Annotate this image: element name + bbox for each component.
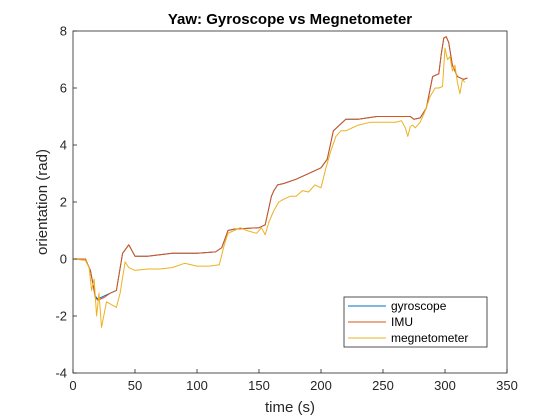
legend-label-gyroscope: gyroscope bbox=[391, 299, 447, 313]
x-axis-label: time (s) bbox=[265, 399, 315, 416]
y-tick-label: 0 bbox=[60, 252, 67, 267]
x-tick-label: 50 bbox=[128, 378, 142, 393]
legend-label-megnetometer: megnetometer bbox=[391, 331, 468, 345]
legend-label-imu: IMU bbox=[391, 315, 413, 329]
y-tick-label: -2 bbox=[55, 309, 67, 324]
x-tick-label: 200 bbox=[310, 378, 332, 393]
legend: gyroscope IMU megnetometer bbox=[343, 296, 488, 348]
x-tick-label: 100 bbox=[186, 378, 208, 393]
series-line-megnetometer bbox=[72, 47, 466, 328]
series-line-imu bbox=[73, 36, 468, 301]
y-tick-label: 8 bbox=[60, 24, 67, 39]
tick-layer: 0 50 100 150 200 250 300 350 -4 -2 0 2 4 6 8 bbox=[55, 24, 517, 394]
x-tick-label: 0 bbox=[69, 378, 76, 393]
x-tick-label: 150 bbox=[248, 378, 270, 393]
chart-title: Yaw: Gyroscope vs Megnetometer bbox=[168, 11, 412, 28]
series-layer bbox=[72, 36, 468, 328]
y-tick-label: 4 bbox=[60, 138, 67, 153]
x-tick-label: 300 bbox=[434, 378, 456, 393]
x-tick-label: 250 bbox=[372, 378, 394, 393]
y-tick-label: 2 bbox=[60, 195, 67, 210]
x-tick-label: 350 bbox=[496, 378, 518, 393]
y-tick-label: 6 bbox=[60, 81, 67, 96]
y-axis-label: orientation (rad) bbox=[34, 149, 51, 255]
y-tick-label: -4 bbox=[55, 366, 67, 381]
